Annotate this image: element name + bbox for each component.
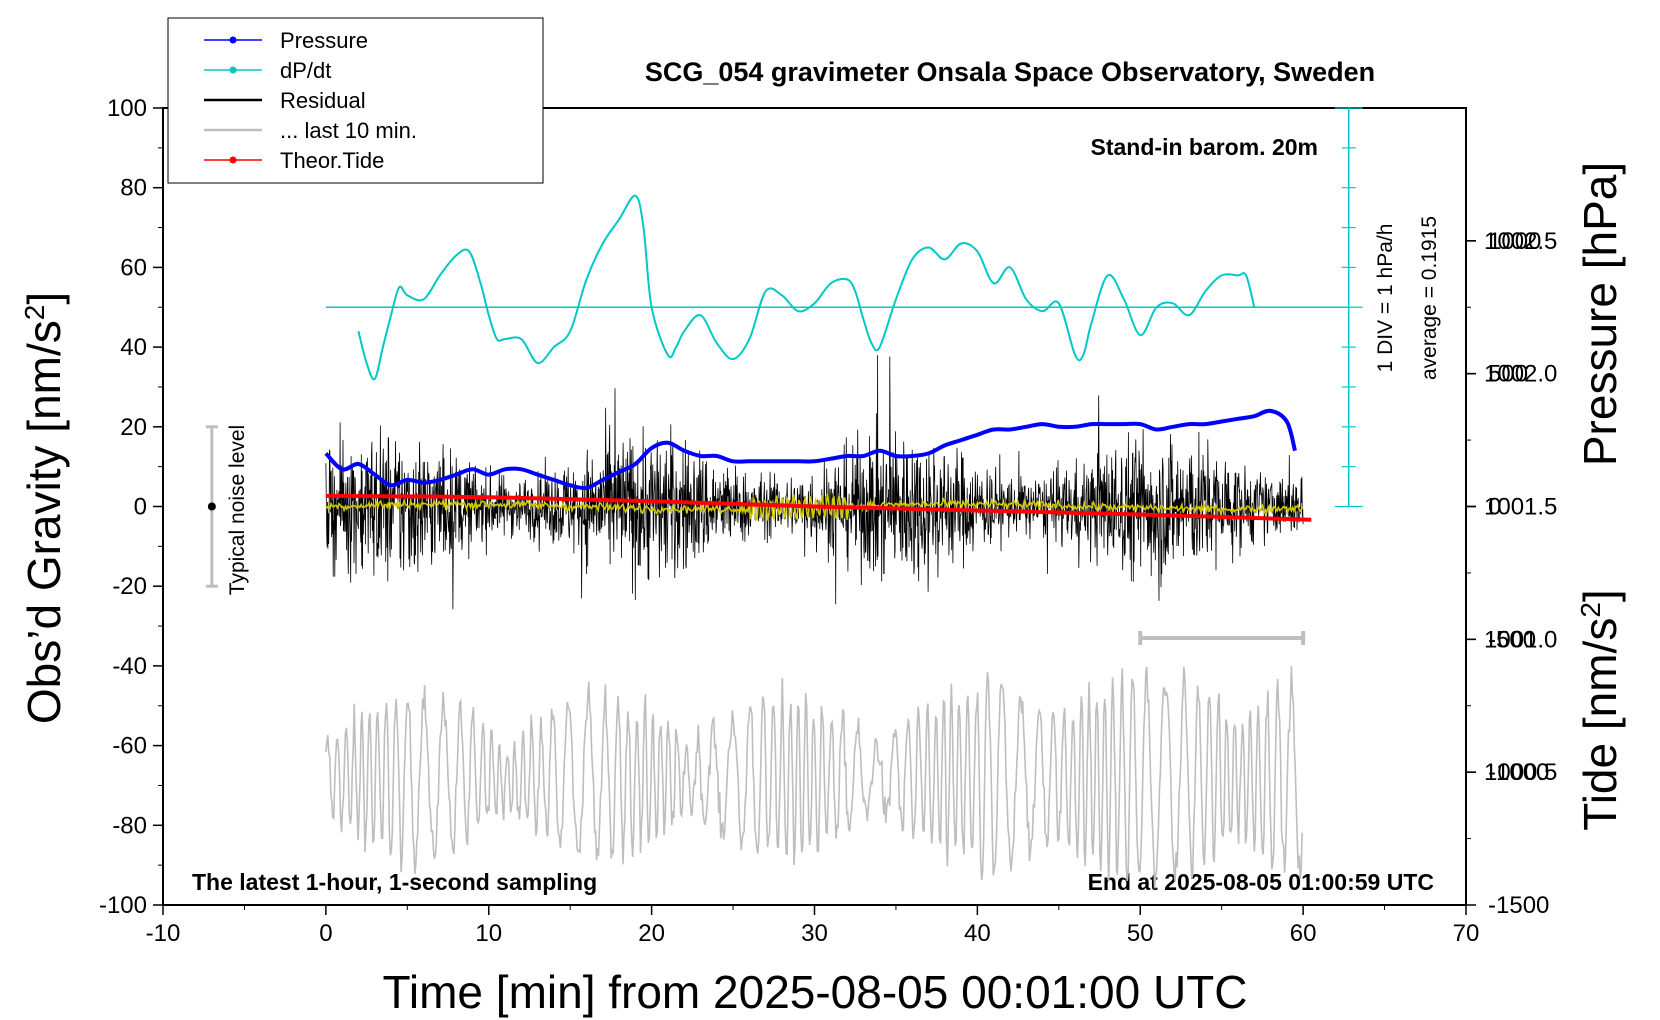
legend-label: dP/dt [280,58,331,83]
x-tick-label: -10 [146,920,181,947]
legend-label: Pressure [280,28,368,53]
x-tick-label: 10 [475,920,502,947]
legend-items: Pressure dP/dt Residual ... last 10 min. The… [204,28,417,173]
pressure-series-line [324,408,1297,491]
y-axis-pressure: 1002.5 1002.0 1001.5 1001.0 1000.5 [1466,228,1557,840]
dpdt-series-line [357,194,1256,381]
y-axis-label-left-end: ] [18,292,70,305]
y-tick-label: -60 [112,733,147,760]
tide-tick-label: 1000 [1488,228,1541,255]
y-tick-label: 100 [107,95,147,122]
pressure-tick-label: 1001.5 [1484,494,1557,521]
dpdt-scale-note: 1 DIV = 1 hPa/h [1374,224,1397,373]
x-tick-label: 20 [638,920,665,947]
x-tick-label: 70 [1453,920,1480,947]
legend-marker [229,36,237,44]
y-axis-label-tide-main: Tide [nm/s [1574,618,1626,831]
y-axis-label-tide-sup: 2 [1575,602,1606,618]
legend-label: ... last 10 min. [280,118,417,143]
x-axis-label: Time [min] from 2025-08-05 00:01:00 UTC [383,966,1248,1018]
y-tick-label: -20 [112,573,147,600]
y-tick-label: 40 [120,334,147,361]
y-axis-label-left: Obs’d Gravity [nm/s2] [18,292,70,724]
barometer-note: Stand-in barom. 20m [1091,134,1318,160]
tide-tick-label: -1500 [1488,892,1549,919]
tide-tick-label: 0 [1488,494,1501,521]
tide-tick-label: -500 [1488,626,1536,653]
series-layer [324,194,1349,889]
last10-series-line [325,666,1303,889]
y-tick-label: -80 [112,812,147,839]
chart-title: SCG_054 gravimeter Onsala Space Observat… [645,57,1375,87]
noise-bar-center-dot [207,502,216,511]
dpdt-average-note: average = 0.1915 [1418,216,1441,380]
tide-tick-label: -1000 [1488,759,1549,786]
tide-tick-label: 500 [1488,361,1528,388]
tide-series-line [325,493,1312,522]
y-axis-label-tide-end: ] [1574,589,1626,602]
legend-label: Theor.Tide [280,148,384,173]
y-tick-label: 0 [134,494,147,521]
noise-level-note: Typical noise level [226,425,249,595]
pressure-tick-label: 1002.0 [1484,361,1557,388]
x-tick-label: 0 [319,920,332,947]
y-tick-label: 60 [120,254,147,281]
x-tick-label: 60 [1290,920,1317,947]
y-axis-label-pressure: Pressure [hPa] [1574,162,1626,466]
x-tick-label: 30 [801,920,828,947]
x-tick-label: 50 [1127,920,1154,947]
y-axis-label-tide: Tide [nm/s2] [1574,589,1626,830]
y-tick-label: 80 [120,175,147,202]
legend: Pressure dP/dt Residual ... last 10 min. The… [167,17,544,184]
y-tick-label: -40 [112,653,147,680]
x-axis: -10 0 10 20 30 40 50 60 70 [146,905,1480,947]
pressure-tick-label: 1002.5 [1484,228,1557,255]
x-tick-label: 40 [964,920,991,947]
y-axis-left: 100 80 60 40 20 0 -20 -40 -60 -80 -100 [99,95,163,919]
bottom-right-note: End at 2025-08-05 01:00:59 UTC [1088,869,1434,895]
pressure-tick-label: 1001.0 [1484,626,1557,653]
y-tick-label: 20 [120,414,147,441]
legend-marker [229,66,237,74]
legend-marker [229,156,237,164]
y-axis-label-left-sup: 2 [19,305,50,321]
y-tick-label: -100 [99,892,147,919]
noise-level-bar [205,425,218,588]
legend-label: Residual [280,88,366,113]
bottom-left-note: The latest 1-hour, 1-second sampling [192,869,597,895]
pressure-tick-label: 1000.5 [1484,759,1557,786]
y-axis-label-left-main: Obs’d Gravity [nm/s [18,320,70,724]
y-axis-tide: 1000 500 0 -500 -1000 -1500 [1466,228,1549,919]
